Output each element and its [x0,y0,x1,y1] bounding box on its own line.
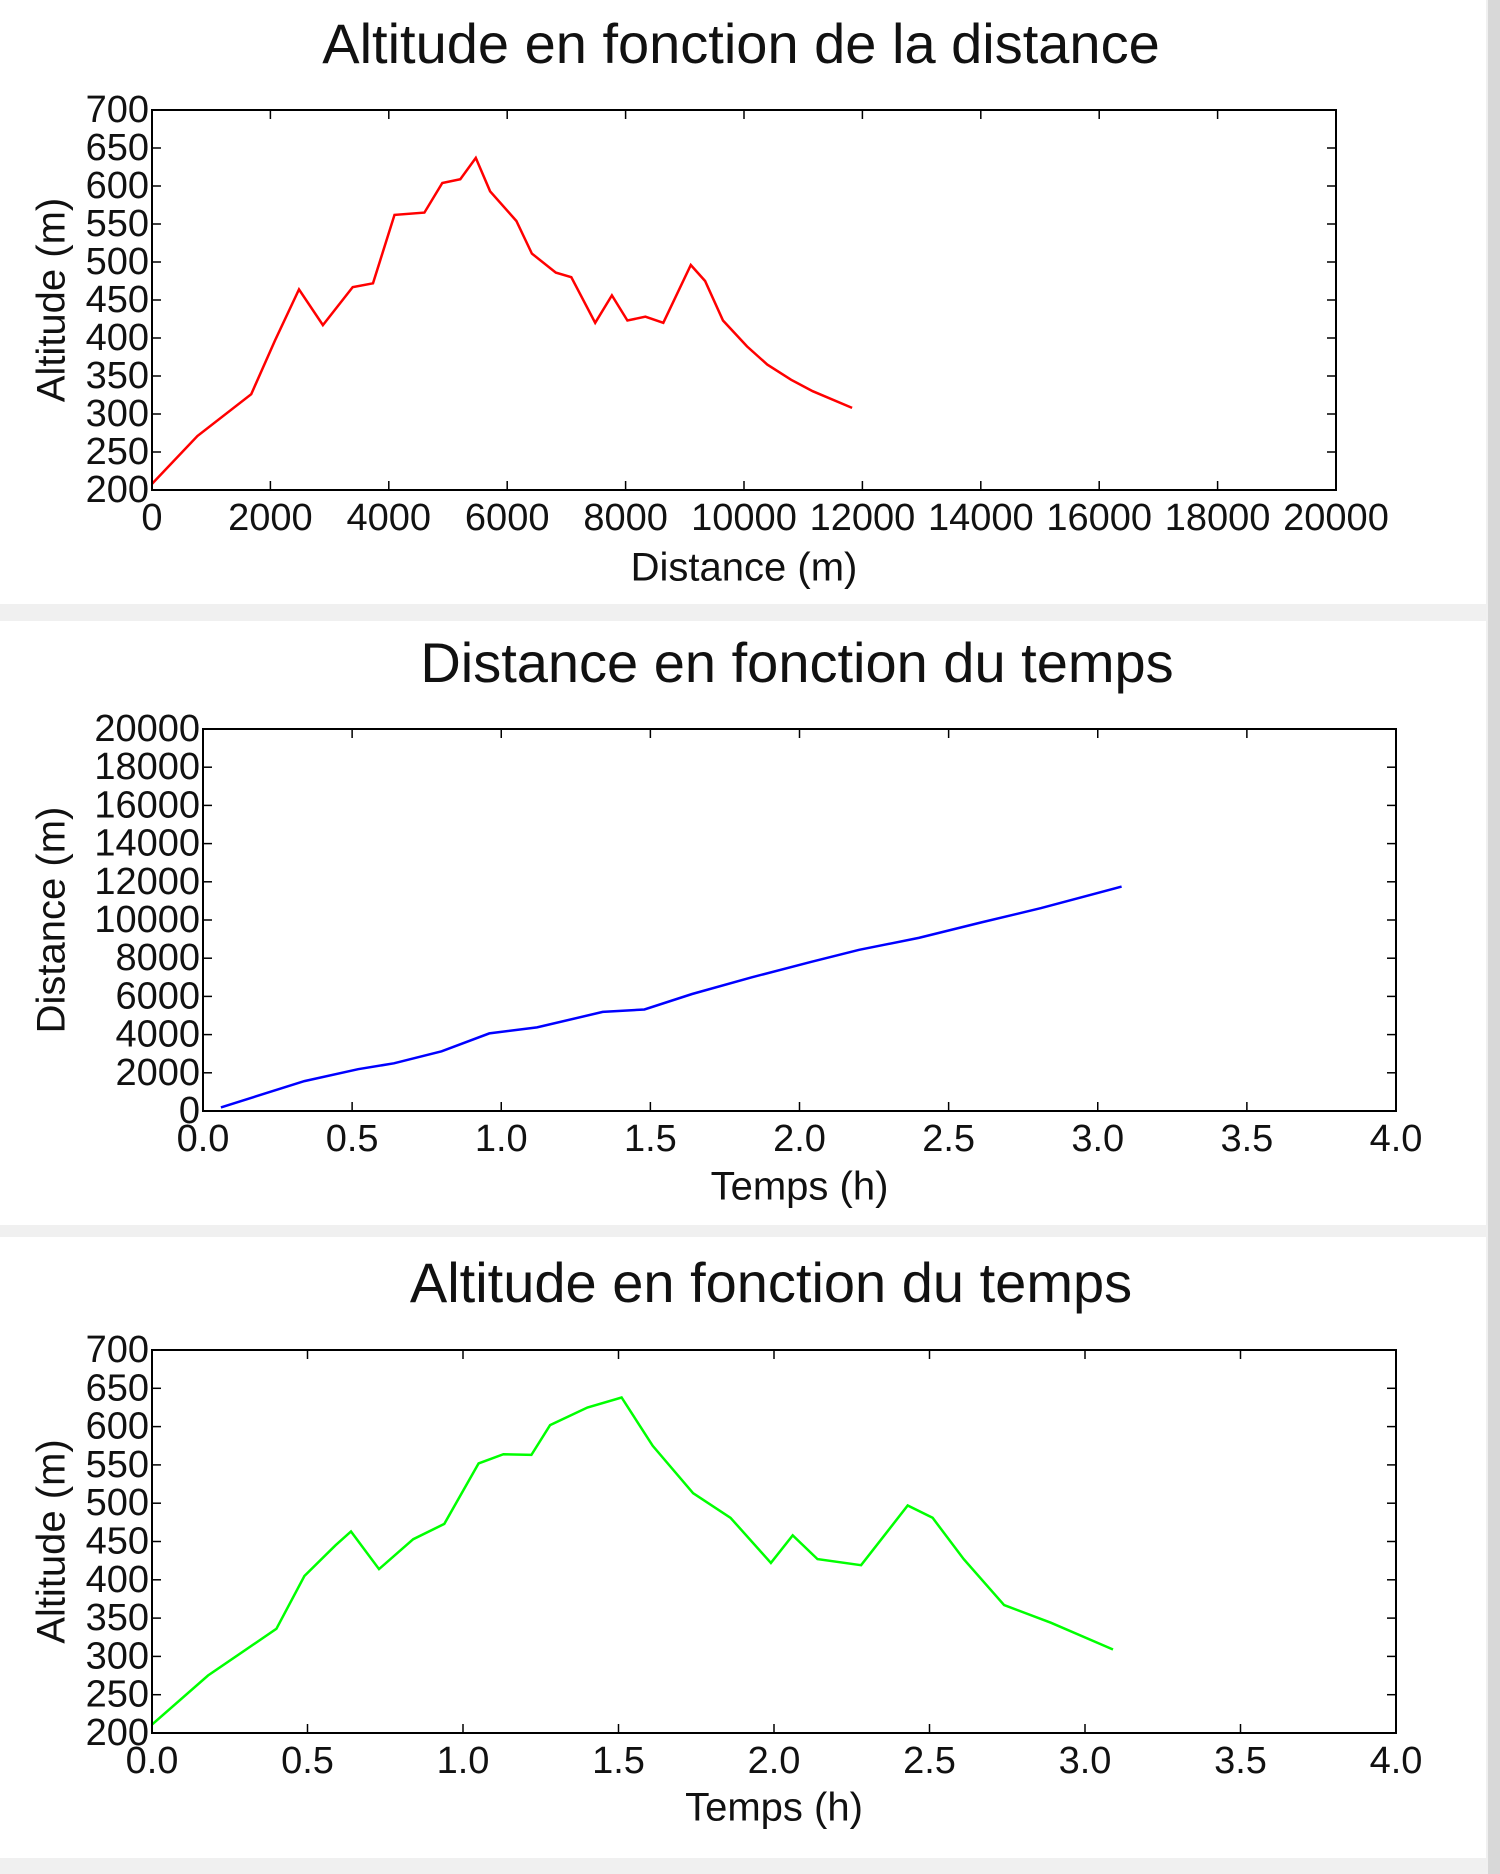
x-tick-label: 3.5 [1214,1740,1267,1782]
x-tick-label: 1.0 [437,1740,490,1782]
x-tick-label: 1.5 [592,1740,645,1782]
y-axis-label: Distance (m) [30,807,74,1034]
y-tick-label: 200 [86,1712,149,1754]
x-tick-label: 1.5 [624,1118,677,1160]
panel [0,1237,1486,1858]
y-tick-label: 500 [86,241,149,283]
y-tick-label: 12000 [94,861,200,903]
x-tick-label: 10000 [691,497,797,539]
y-tick-label: 250 [86,431,149,473]
x-tick-label: 4.0 [1370,1118,1423,1160]
x-axis-label: Temps (h) [685,1786,863,1830]
y-tick-label: 550 [86,1444,149,1486]
y-tick-label: 16000 [94,784,200,826]
x-tick-label: 2000 [228,497,313,539]
y-tick-label: 2000 [115,1052,200,1094]
y-tick-label: 200 [86,469,149,511]
y-tick-label: 14000 [94,823,200,865]
data-line [151,155,853,485]
x-tick-label: 2.0 [773,1118,826,1160]
x-tick-label: 0.0 [177,1118,230,1160]
data-line [151,1396,1114,1726]
x-tick-label: 0 [141,497,162,539]
x-tick-label: 18000 [1165,497,1271,539]
y-tick-label: 300 [86,1635,149,1677]
y-tick-label: 650 [86,1367,149,1409]
y-tick-label: 18000 [94,746,200,788]
y-tick-label: 400 [86,1559,149,1601]
plot-frame [151,1349,1397,1734]
chart-title: Distance en fonction du temps [420,631,1173,694]
y-tick-label: 300 [86,393,149,435]
y-tick-label: 550 [86,203,149,245]
x-tick-label: 12000 [810,497,916,539]
y-tick-label: 0 [179,1090,200,1132]
x-tick-label: 2.5 [922,1118,975,1160]
x-tick-label: 20000 [1283,497,1389,539]
x-axis-label: Temps (h) [711,1165,889,1209]
y-tick-label: 4000 [115,1014,200,1056]
x-tick-label: 4000 [347,497,432,539]
plot-frame [151,109,1337,491]
x-tick-label: 2.0 [748,1740,801,1782]
x-tick-label: 1.0 [475,1118,528,1160]
y-tick-label: 700 [86,89,149,131]
y-tick-label: 20000 [94,708,200,750]
x-tick-label: 2.5 [903,1740,956,1782]
y-tick-label: 6000 [115,975,200,1017]
chart-title: Altitude en fonction du temps [410,1251,1132,1314]
scrollbar [1488,0,1500,1874]
x-tick-label: 0.5 [281,1740,334,1782]
x-tick-label: 3.0 [1071,1118,1124,1160]
data-line [220,885,1122,1109]
y-tick-label: 8000 [115,937,200,979]
x-tick-label: 6000 [465,497,550,539]
y-tick-label: 400 [86,317,149,359]
y-tick-label: 250 [86,1674,149,1716]
x-tick-label: 14000 [928,497,1034,539]
chart-title: Altitude en fonction de la distance [322,12,1159,75]
y-tick-label: 350 [86,355,149,397]
y-tick-label: 500 [86,1482,149,1524]
x-tick-label: 0.5 [326,1118,379,1160]
y-tick-label: 650 [86,127,149,169]
plot-frame [202,728,1397,1112]
y-tick-label: 450 [86,1521,149,1563]
x-tick-label: 16000 [1046,497,1152,539]
x-tick-label: 0.0 [126,1740,179,1782]
x-tick-label: 8000 [583,497,668,539]
panel [0,621,1486,1225]
y-tick-label: 450 [86,279,149,321]
x-tick-label: 4.0 [1370,1740,1423,1782]
x-tick-label: 3.5 [1220,1118,1273,1160]
y-axis-label: Altitude (m) [30,1439,74,1644]
x-axis-label: Distance (m) [631,546,858,590]
panel [0,0,1486,604]
y-tick-label: 600 [86,1406,149,1448]
y-axis-label: Altitude (m) [30,198,74,403]
y-tick-label: 600 [86,165,149,207]
y-tick-label: 10000 [94,899,200,941]
x-tick-label: 3.0 [1059,1740,1112,1782]
y-tick-label: 350 [86,1597,149,1639]
y-tick-label: 700 [86,1329,149,1371]
